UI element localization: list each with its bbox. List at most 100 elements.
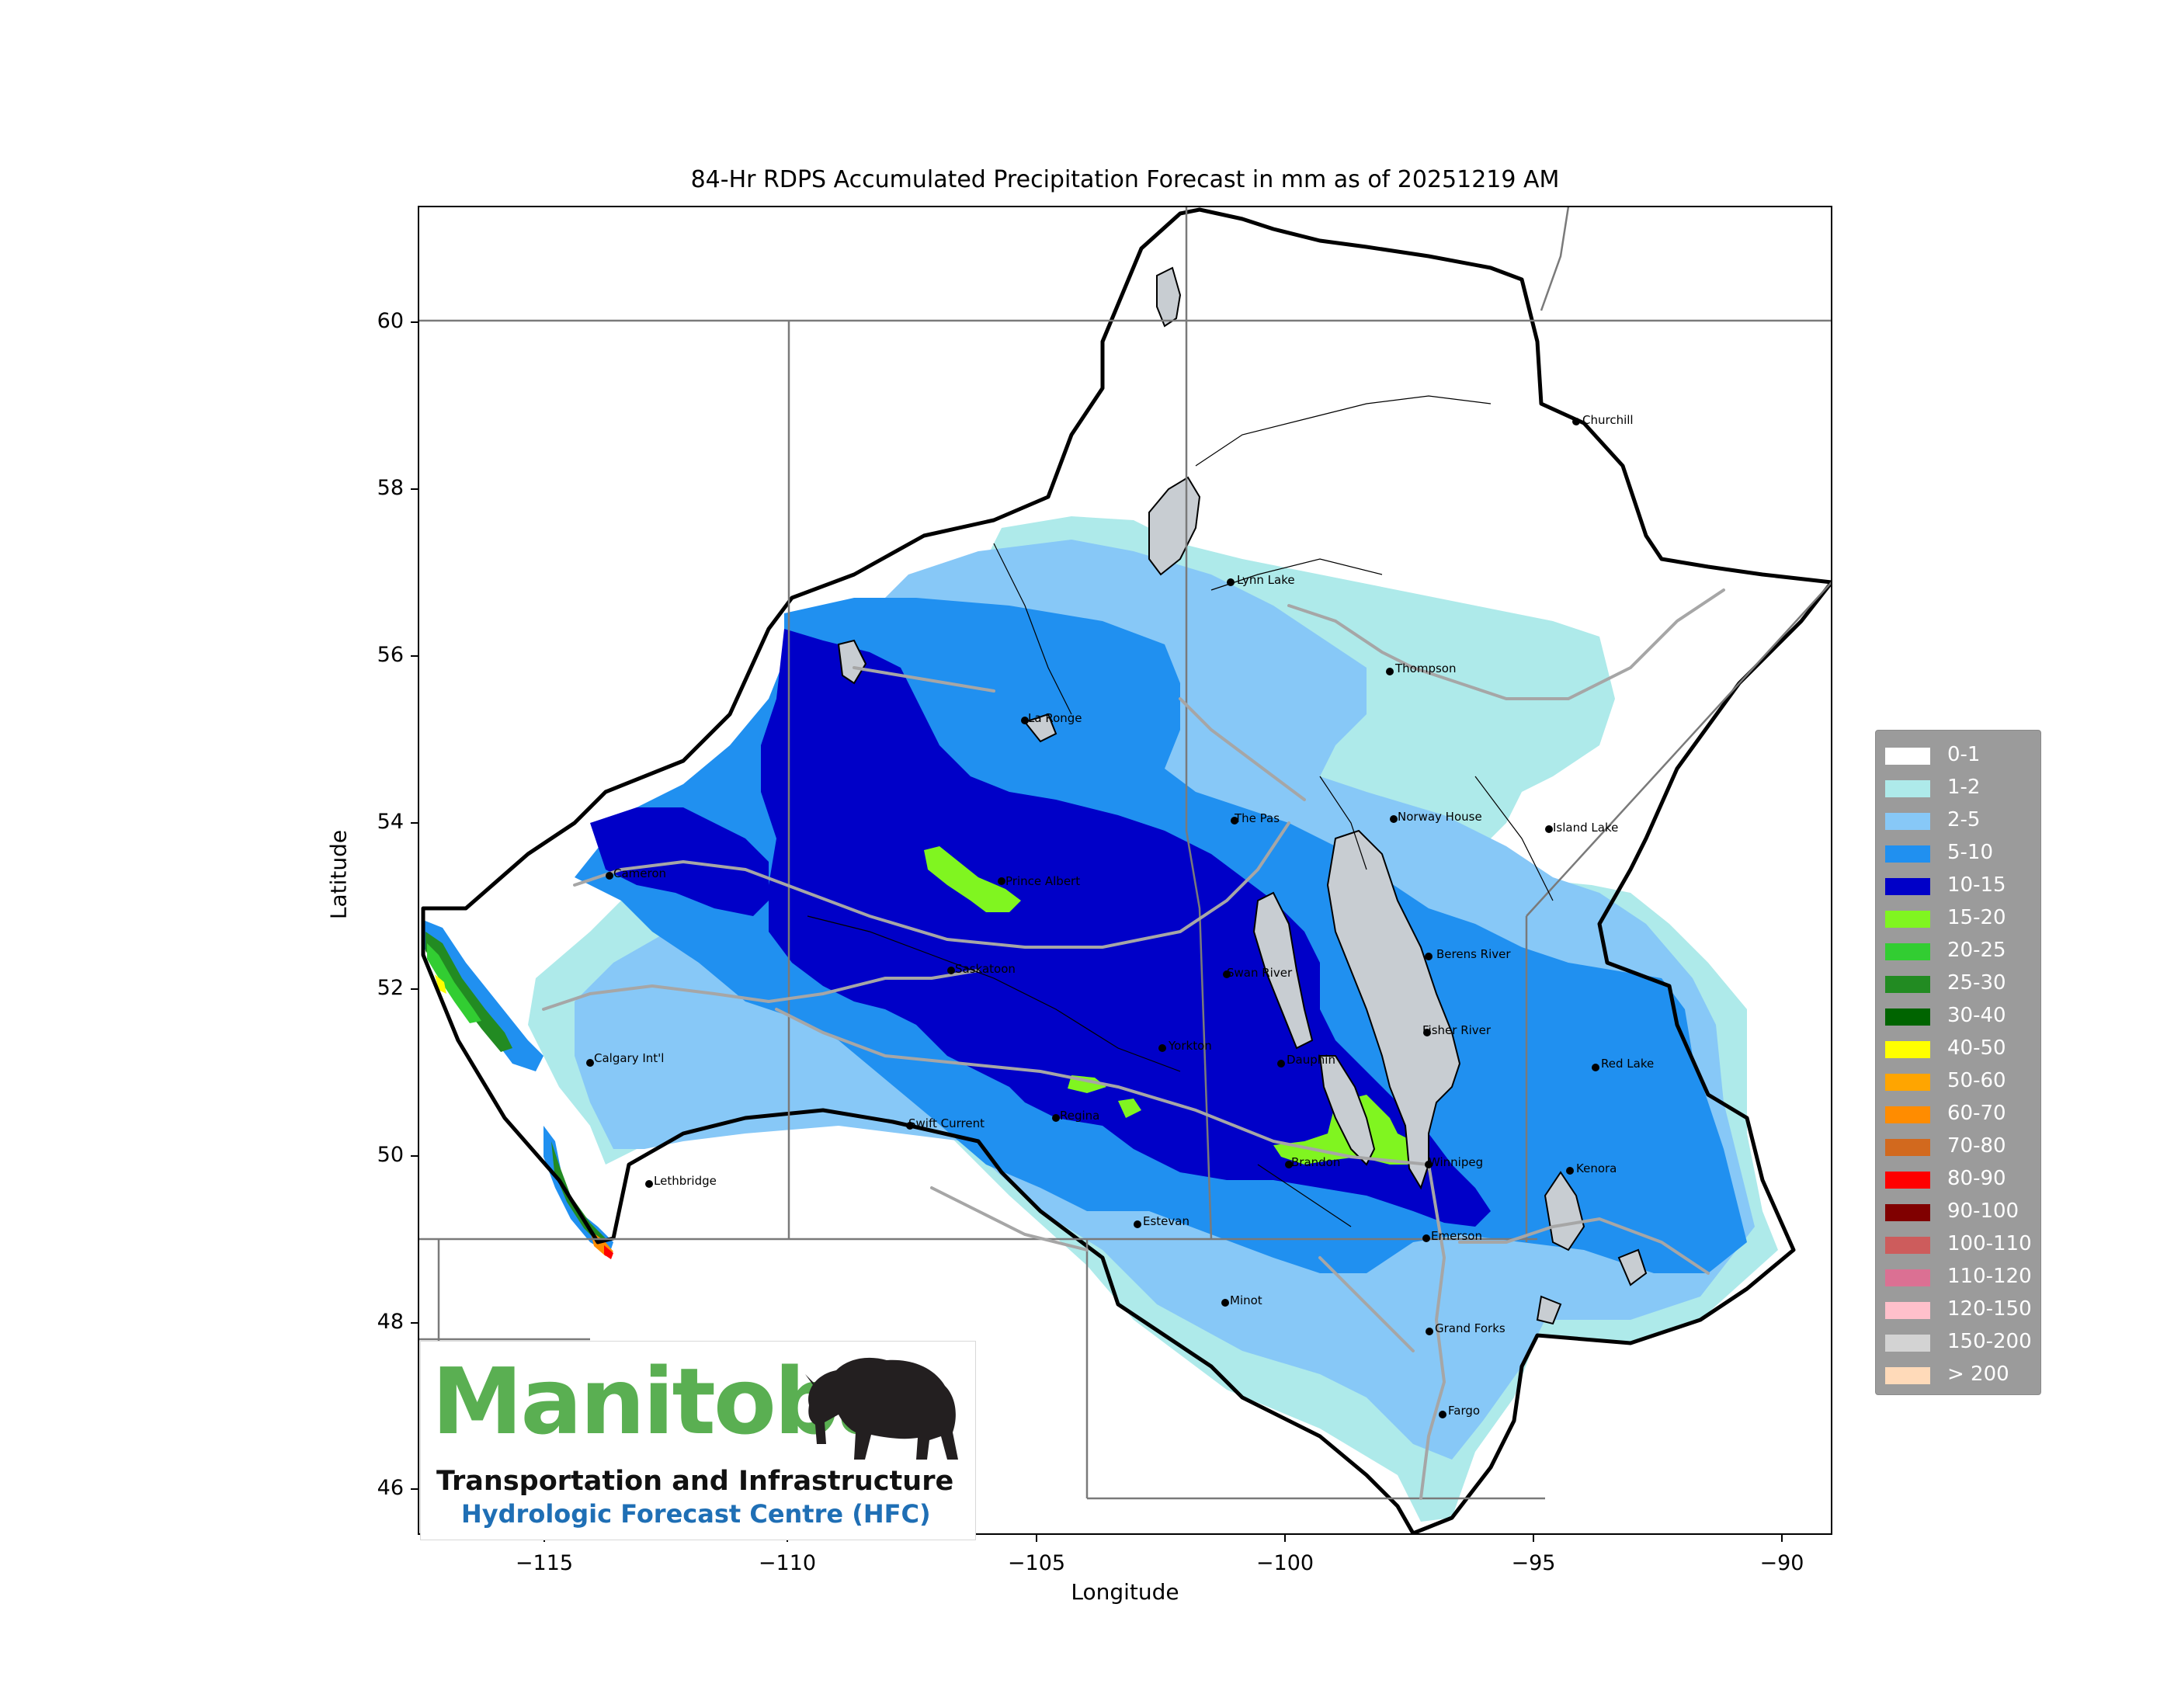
legend-swatch xyxy=(1885,1172,1930,1189)
city-dot xyxy=(1277,1060,1285,1068)
logo-line1: Transportation and Infrastructure xyxy=(436,1466,954,1497)
precip-10-15 xyxy=(761,629,1491,1227)
city-label: Fisher River xyxy=(1422,1023,1492,1037)
legend-swatch xyxy=(1885,1269,1930,1286)
legend-label: 15-20 xyxy=(1947,906,2006,929)
lake-wollaston xyxy=(837,639,867,685)
x-tick-label: −105 xyxy=(1007,1551,1066,1575)
city-label: Minot xyxy=(1230,1293,1262,1307)
legend-item: 1-2 xyxy=(1885,772,2040,804)
city-label: Grand Forks xyxy=(1435,1321,1505,1335)
city-dot xyxy=(1390,815,1398,823)
city-label: Dauphin xyxy=(1287,1053,1335,1067)
city-label: Fargo xyxy=(1448,1404,1480,1418)
y-tick-label: 60 xyxy=(377,309,404,333)
city-dot xyxy=(906,1122,914,1130)
city-label: La Ronge xyxy=(1028,711,1082,725)
precip-rockies-strip-south-green xyxy=(551,1141,606,1246)
sub-basin-lines xyxy=(807,395,1554,1227)
city-dot xyxy=(606,872,613,880)
legend-label: 5-10 xyxy=(1947,841,1994,864)
city-label: Emerson xyxy=(1431,1229,1482,1243)
x-tick-label: −115 xyxy=(515,1551,574,1575)
legend-label: 120-150 xyxy=(1947,1297,2032,1321)
x-tick-label: −95 xyxy=(1511,1551,1556,1575)
city-dot xyxy=(1566,1167,1574,1175)
city-label: Kenora xyxy=(1576,1161,1617,1175)
y-tick-marks xyxy=(411,321,418,1490)
city-label: Churchill xyxy=(1582,413,1634,427)
lake-lac-seul xyxy=(1544,1171,1585,1251)
legend-item: 120-150 xyxy=(1885,1294,2040,1325)
logo-line2: Hydrologic Forecast Centre (HFC) xyxy=(461,1499,931,1529)
legend-swatch xyxy=(1885,1041,1930,1058)
legend-swatch xyxy=(1885,1237,1930,1254)
city-labels: Churchill Lynn Lake Thompson La Ronge Th… xyxy=(594,413,1654,1418)
legend-swatch xyxy=(1885,1367,1930,1384)
legend-item: 30-40 xyxy=(1885,1001,2040,1032)
city-label: Brandon xyxy=(1291,1155,1340,1169)
x-tick-label: −100 xyxy=(1255,1551,1314,1575)
legend-label: 70-80 xyxy=(1947,1134,2006,1158)
legend-item: 40-50 xyxy=(1885,1033,2040,1064)
legend-item: 10-15 xyxy=(1885,870,2040,901)
city-dot xyxy=(1021,717,1029,724)
city-label: Regina xyxy=(1060,1109,1099,1123)
bison-icon xyxy=(805,1357,958,1460)
city-dot xyxy=(1572,418,1580,425)
legend-swatch xyxy=(1885,943,1930,960)
city-label: Calgary Int'l xyxy=(594,1051,664,1065)
lake-red-lake xyxy=(1536,1295,1562,1325)
legend-swatch xyxy=(1885,813,1930,830)
city-dot xyxy=(586,1059,594,1067)
legend-swatch xyxy=(1885,1106,1930,1123)
city-dot xyxy=(1052,1114,1060,1122)
lake-athabasca-edge xyxy=(1156,266,1182,328)
city-label: Norway House xyxy=(1398,810,1482,824)
precip-rockies-blue xyxy=(423,920,544,1071)
precip-15-20-c xyxy=(1118,1099,1141,1118)
city-label: Yorkton xyxy=(1168,1039,1212,1053)
legend-swatch xyxy=(1885,1204,1930,1221)
legend-item: 70-80 xyxy=(1885,1131,2040,1162)
legend-label: 40-50 xyxy=(1947,1036,2006,1060)
lake-manitoba xyxy=(1318,1055,1376,1166)
city-label: Winnipeg xyxy=(1429,1155,1483,1169)
legend-item: 100-110 xyxy=(1885,1229,2040,1260)
lake-lac-seul-2 xyxy=(1617,1248,1648,1286)
precip-rockies-green xyxy=(425,932,512,1052)
city-label: Swift Current xyxy=(908,1116,985,1130)
city-label: The Pas xyxy=(1234,811,1280,825)
legend-label: 100-110 xyxy=(1947,1232,2032,1255)
lake-winnipegosis xyxy=(1252,891,1314,1050)
legend-label: > 200 xyxy=(1947,1363,2009,1386)
city-dot xyxy=(1425,1161,1433,1168)
legend-item: 2-5 xyxy=(1885,805,2040,836)
legend-label: 30-40 xyxy=(1947,1004,2006,1027)
precip-15-20-a xyxy=(924,846,1021,912)
city-dot xyxy=(1425,953,1433,960)
legend-item: 20-25 xyxy=(1885,936,2040,967)
legend-label: 50-60 xyxy=(1947,1069,2006,1092)
y-tick-label: 50 xyxy=(377,1143,404,1167)
lake-winnipeg xyxy=(1326,829,1461,1190)
legend-swatch xyxy=(1885,845,1930,863)
map-title: 84-Hr RDPS Accumulated Precipitation For… xyxy=(690,166,1560,193)
city-dot xyxy=(1227,578,1235,586)
legend-swatch xyxy=(1885,1302,1930,1319)
legend-label: 80-90 xyxy=(1947,1167,2006,1190)
legend-item: 110-120 xyxy=(1885,1262,2040,1293)
x-tick-label: −90 xyxy=(1759,1551,1804,1575)
precip-rockies-yellow xyxy=(435,974,446,994)
legend-item: 60-70 xyxy=(1885,1099,2040,1130)
city-label: Thompson xyxy=(1394,661,1456,675)
city-label: Berens River xyxy=(1436,947,1511,961)
legend-item: 150-200 xyxy=(1885,1327,2040,1358)
city-dot xyxy=(1223,970,1231,978)
legend-swatch xyxy=(1885,911,1930,928)
legend-label: 2-5 xyxy=(1947,808,1981,831)
legend-swatch xyxy=(1885,878,1930,895)
city-dot xyxy=(1422,1234,1430,1242)
